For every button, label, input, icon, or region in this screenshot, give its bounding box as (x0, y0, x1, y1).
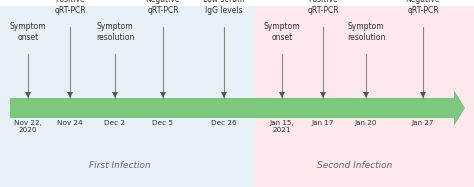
Text: Symptom
onset: Symptom onset (264, 22, 301, 42)
Text: Low serum
IgG levels: Low serum IgG levels (203, 0, 245, 15)
Polygon shape (420, 92, 426, 98)
Polygon shape (454, 90, 465, 126)
Text: Jan 17: Jan 17 (312, 120, 334, 126)
Text: Dec 5: Dec 5 (153, 120, 173, 126)
Text: Symptom
onset: Symptom onset (9, 22, 46, 42)
Text: Positive
qRT-PCR: Positive qRT-PCR (54, 0, 86, 15)
Text: Dec 2: Dec 2 (104, 120, 126, 126)
Bar (255, 0, 474, 187)
Text: Jan 15,
2021: Jan 15, 2021 (270, 120, 294, 133)
Text: Symptom
resolution: Symptom resolution (347, 22, 385, 42)
Polygon shape (320, 92, 326, 98)
Polygon shape (279, 92, 285, 98)
Polygon shape (221, 92, 227, 98)
Text: Nov 24: Nov 24 (57, 120, 83, 126)
Text: Negative
qRT-PCR: Negative qRT-PCR (146, 0, 180, 15)
Text: Nov 22,
2020: Nov 22, 2020 (14, 120, 42, 133)
Text: Dec 26: Dec 26 (211, 120, 237, 126)
Bar (10, 98, 454, 118)
Text: Jan 27: Jan 27 (412, 120, 434, 126)
Text: Negative
qRT-PCR: Negative qRT-PCR (406, 0, 440, 15)
Polygon shape (112, 92, 118, 98)
Text: Second Infection: Second Infection (317, 160, 392, 169)
Polygon shape (363, 92, 369, 98)
Bar (0, 0, 474, 6)
Text: Symptom
resolution: Symptom resolution (96, 22, 134, 42)
Text: First Infection: First Infection (89, 160, 151, 169)
Polygon shape (160, 92, 166, 98)
Polygon shape (67, 92, 73, 98)
Text: Positive
qRT-PCR: Positive qRT-PCR (307, 0, 339, 15)
Text: Jan 20: Jan 20 (355, 120, 377, 126)
Polygon shape (25, 92, 31, 98)
Bar (0, 0, 255, 187)
